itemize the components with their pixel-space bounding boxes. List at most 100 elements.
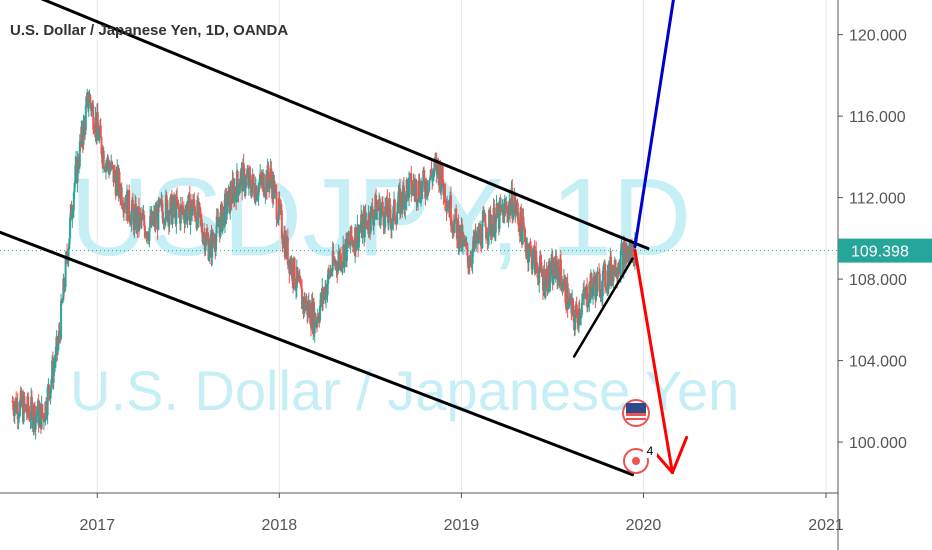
candle-body: [189, 209, 192, 225]
candle-body: [536, 266, 539, 278]
channel-upper[interactable]: [0, 0, 650, 251]
candle-body: [239, 171, 242, 185]
candle-body: [358, 230, 361, 233]
candle-body: [511, 188, 514, 219]
candle-body: [181, 205, 184, 211]
candle-body: [22, 396, 25, 422]
candle-body: [28, 413, 31, 421]
candle-body: [133, 210, 136, 231]
candle-body: [376, 206, 379, 209]
last-price-value: 109.398: [851, 244, 909, 261]
time-tick-label: 2019: [444, 517, 480, 534]
candle-body: [244, 188, 247, 192]
candle-body: [535, 251, 538, 265]
candle-body: [556, 266, 559, 281]
candle-body: [217, 218, 220, 227]
candle-body: [31, 404, 34, 429]
bearish-projection[interactable]: [633, 249, 674, 475]
candle-body: [388, 201, 391, 205]
candle-body: [549, 275, 552, 282]
candle-body: [614, 259, 617, 277]
time-axis-ticks: 2017 2018 2019 2020 2021: [79, 493, 844, 534]
candle-body: [617, 270, 620, 272]
price-tick-label: 100.000: [849, 435, 907, 452]
candle-body: [479, 227, 482, 246]
candle-body: [528, 244, 531, 257]
candle-body: [70, 204, 73, 220]
candle-body: [394, 220, 397, 222]
candle-body: [355, 242, 358, 250]
candle-body: [74, 165, 77, 184]
candle-body: [221, 214, 224, 231]
candle-body: [46, 387, 49, 415]
candle-body: [274, 186, 277, 193]
candlestick-series: [11, 88, 636, 440]
candle-body: [73, 183, 76, 193]
candle-body: [53, 364, 56, 367]
candle-body: [587, 302, 590, 307]
candle-body: [50, 379, 53, 388]
candle-body: [187, 195, 190, 211]
candle-body: [441, 166, 444, 185]
candle-body: [327, 269, 330, 272]
bullish-projection[interactable]: [633, 0, 675, 248]
candle-body: [18, 415, 21, 418]
chart-axes: [0, 0, 839, 550]
candle-body: [593, 276, 596, 286]
candle-body: [304, 305, 307, 311]
candle-body: [263, 195, 266, 197]
candle-body: [375, 206, 378, 220]
candle-body: [69, 217, 72, 239]
candle-body: [411, 191, 414, 195]
candle-body: [198, 203, 201, 208]
candle-body: [567, 307, 570, 309]
candle-body: [532, 249, 535, 264]
candle-body: [179, 204, 182, 224]
channel-lower[interactable]: [0, 230, 634, 477]
candle-body: [566, 283, 569, 309]
candle-body: [525, 246, 528, 253]
candle-body: [380, 207, 383, 212]
price-axis-ticks: 100.000 104.000 108.000 112.000 116.000 120.0…: [838, 28, 907, 452]
us-flag-icon[interactable]: [622, 399, 650, 427]
candle-body: [315, 322, 318, 326]
candle-body: [84, 105, 87, 131]
candle-body: [622, 244, 625, 274]
candle-body: [499, 200, 502, 209]
candle-body: [267, 165, 270, 180]
candle-body: [110, 161, 113, 170]
candle-body: [151, 211, 154, 225]
price-tick-label: 108.000: [849, 272, 907, 289]
candle-body: [627, 252, 630, 260]
candle-body: [354, 227, 357, 250]
event-markers[interactable]: 4: [622, 399, 657, 474]
candle-body: [402, 185, 405, 191]
candle-body: [575, 304, 578, 311]
candle-body: [436, 159, 439, 175]
economic-event-icon[interactable]: 4: [623, 442, 657, 474]
candle-body: [572, 305, 575, 322]
candle-body: [152, 218, 155, 225]
candle-body: [76, 157, 79, 183]
candle-body: [20, 390, 23, 406]
drawing-tools[interactable]: [0, 0, 689, 477]
price-tick-label: 116.000: [849, 109, 906, 126]
candle-body: [581, 298, 584, 303]
candle-body: [619, 250, 622, 275]
candle-body: [369, 206, 372, 232]
candle-body: [339, 253, 342, 270]
candle-body: [574, 317, 577, 331]
candle-body: [529, 246, 532, 249]
support-line[interactable]: [572, 257, 634, 358]
arrow-head[interactable]: [670, 435, 689, 475]
candle-body: [340, 265, 343, 270]
candle-body: [213, 241, 216, 249]
candle-body: [521, 216, 524, 245]
candle-body: [439, 165, 442, 192]
candle-body: [428, 180, 431, 191]
candle-body: [467, 264, 470, 269]
candle-body: [520, 208, 523, 227]
candle-body: [387, 201, 390, 223]
candle-body: [242, 163, 245, 168]
